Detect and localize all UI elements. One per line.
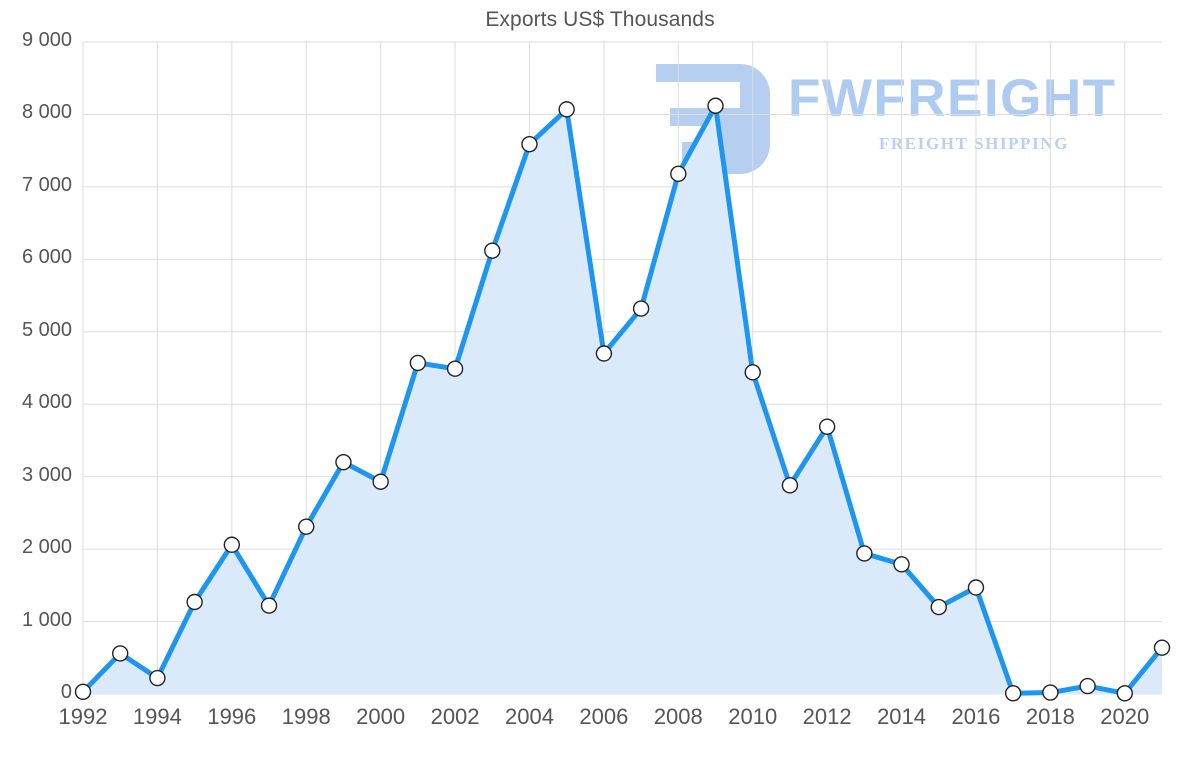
data-point-marker[interactable] <box>446 360 464 377</box>
y-axis-tick-label: 9 000 <box>21 29 72 51</box>
data-point-marker[interactable] <box>1004 685 1022 702</box>
x-axis-tick-label: 2014 <box>877 704 927 729</box>
x-axis-tick-label: 2000 <box>356 704 406 729</box>
data-point-marker[interactable] <box>298 518 315 535</box>
y-axis-tick-label: 3 000 <box>21 463 72 486</box>
x-axis-tick-label: 1998 <box>281 704 331 729</box>
x-axis-tick-label: 2012 <box>802 704 852 729</box>
data-point-marker[interactable] <box>409 354 427 372</box>
y-axis-tick-label: 0 <box>60 681 72 703</box>
data-point-marker[interactable] <box>670 165 687 183</box>
y-axis-tick-label: 2 000 <box>21 536 72 559</box>
y-axis-tick-label: 4 000 <box>21 391 72 414</box>
x-axis-tick-label: 2002 <box>430 704 480 729</box>
y-axis-tick-label: 5 000 <box>21 318 72 341</box>
x-axis-tick-label: 1992 <box>58 704 108 729</box>
x-axis-tick-label: 2008 <box>653 704 703 729</box>
data-point-marker[interactable] <box>558 101 575 118</box>
y-axis-tick-label: 8 000 <box>21 101 72 124</box>
y-axis-tick-label: 1 000 <box>21 608 72 631</box>
chart-title: Exports US$ Thousands <box>485 8 715 31</box>
data-point-marker[interactable] <box>223 536 241 553</box>
x-axis-tick-label: 2006 <box>579 704 629 729</box>
data-point-marker[interactable] <box>112 645 129 662</box>
x-axis-tick-label: 2004 <box>504 704 554 729</box>
data-point-marker[interactable] <box>260 597 278 614</box>
x-axis-tick-label: 2018 <box>1025 704 1075 729</box>
series-layer <box>74 97 1171 702</box>
series-line <box>80 103 1165 696</box>
data-point-marker[interactable] <box>707 97 724 114</box>
data-point-marker[interactable] <box>893 556 910 573</box>
data-point-marker[interactable] <box>632 300 650 317</box>
series-area-fill <box>83 105 1162 694</box>
data-point-marker[interactable] <box>335 453 352 471</box>
data-point-marker[interactable] <box>781 477 799 494</box>
y-axis-tick-label: 6 000 <box>21 246 72 269</box>
y-axis: 0 1 000 2 000 3 000 4 000 5 000 6 000 7 000 8 00… <box>0 0 72 763</box>
data-point-marker[interactable] <box>930 598 947 616</box>
data-point-marker[interactable] <box>484 242 501 259</box>
y-axis-tick-label: 7 000 <box>21 173 72 196</box>
data-point-marker[interactable] <box>1116 685 1133 702</box>
data-point-marker[interactable] <box>74 683 92 701</box>
data-point-marker[interactable] <box>1042 684 1059 701</box>
data-point-marker[interactable] <box>1079 677 1096 695</box>
data-point-marker[interactable] <box>744 364 761 381</box>
data-point-marker[interactable] <box>521 135 538 153</box>
data-point-marker[interactable] <box>856 545 873 562</box>
x-axis-tick-label: 2020 <box>1100 704 1150 729</box>
x-axis-tick-label: 1994 <box>132 704 182 729</box>
data-point-marker[interactable] <box>967 579 985 596</box>
plot-area <box>74 41 1171 702</box>
data-point-marker[interactable] <box>1153 639 1171 656</box>
x-axis-tick-label: 2016 <box>951 704 1001 729</box>
data-point-marker[interactable] <box>818 418 836 435</box>
x-axis-tick-label: 1996 <box>207 704 257 729</box>
data-point-marker[interactable] <box>372 473 389 490</box>
x-axis-tick-label: 2010 <box>728 704 778 729</box>
data-point-marker[interactable] <box>595 345 613 362</box>
data-point-marker[interactable] <box>186 593 203 611</box>
data-point-marker[interactable] <box>149 669 166 687</box>
